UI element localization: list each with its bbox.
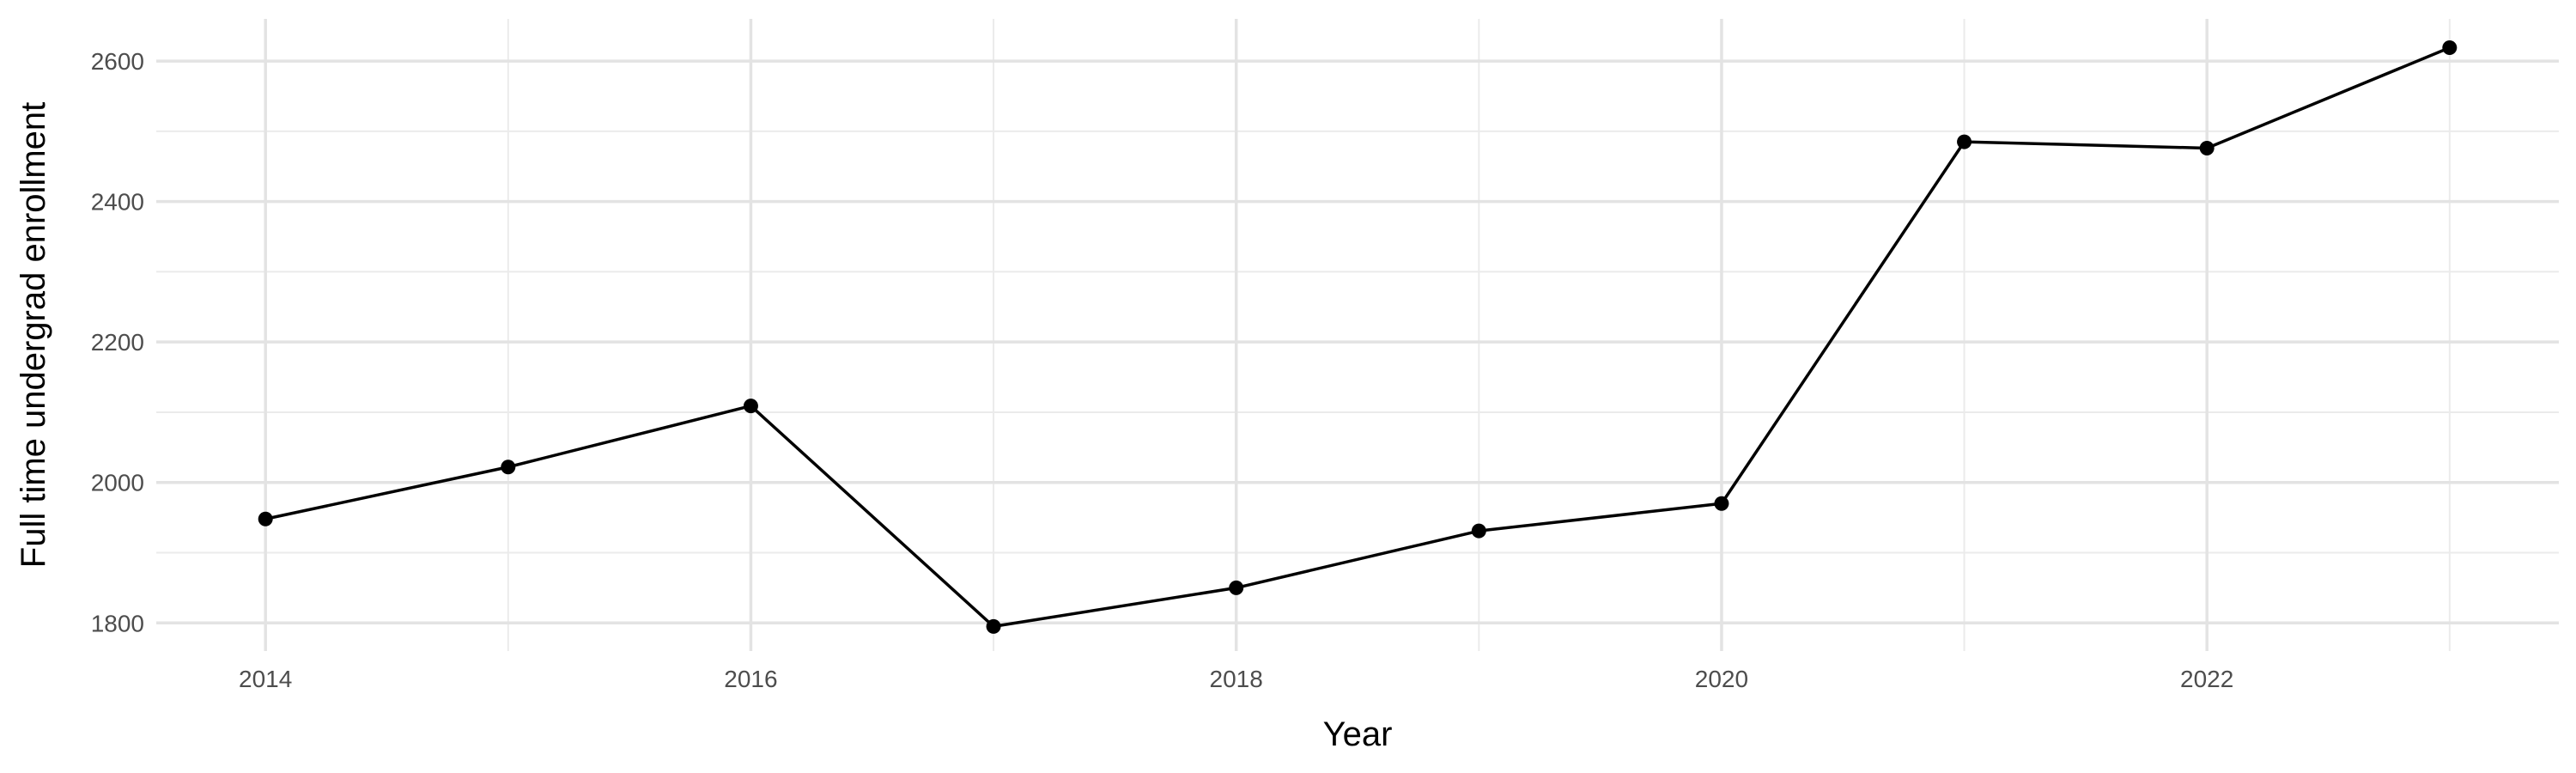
y-axis-title: Full time undergrad enrollment — [15, 102, 52, 568]
x-tick-label: 2022 — [2180, 666, 2233, 692]
data-point — [1229, 580, 1244, 595]
y-tick-label: 1800 — [91, 610, 144, 636]
series-line — [264, 46, 2451, 629]
data-point — [2199, 140, 2215, 155]
x-tick-label: 2020 — [1695, 666, 1748, 692]
data-point — [258, 511, 273, 526]
y-axis-ticks: 1800 2000 2200 2400 2600 — [91, 48, 144, 636]
data-point — [1957, 134, 1972, 149]
major-gridlines — [156, 19, 2559, 651]
y-tick-label: 2400 — [91, 189, 144, 216]
x-axis-title: Year — [1323, 715, 1393, 753]
data-point — [986, 618, 1001, 634]
y-tick-label: 2000 — [91, 470, 144, 496]
minor-gridlines — [156, 19, 2559, 651]
x-tick-label: 2018 — [1210, 666, 1263, 692]
data-point — [2442, 40, 2458, 56]
y-tick-label: 2600 — [91, 48, 144, 75]
data-point — [501, 460, 516, 475]
data-point — [1714, 496, 1729, 511]
data-point — [743, 399, 758, 414]
x-tick-label: 2016 — [724, 666, 777, 692]
x-tick-label: 2014 — [239, 666, 292, 692]
data-point — [1471, 523, 1486, 539]
series-layer — [258, 40, 2458, 634]
x-axis-ticks: 2014 2016 2018 2020 2022 — [239, 666, 2233, 692]
y-tick-label: 2200 — [91, 329, 144, 356]
